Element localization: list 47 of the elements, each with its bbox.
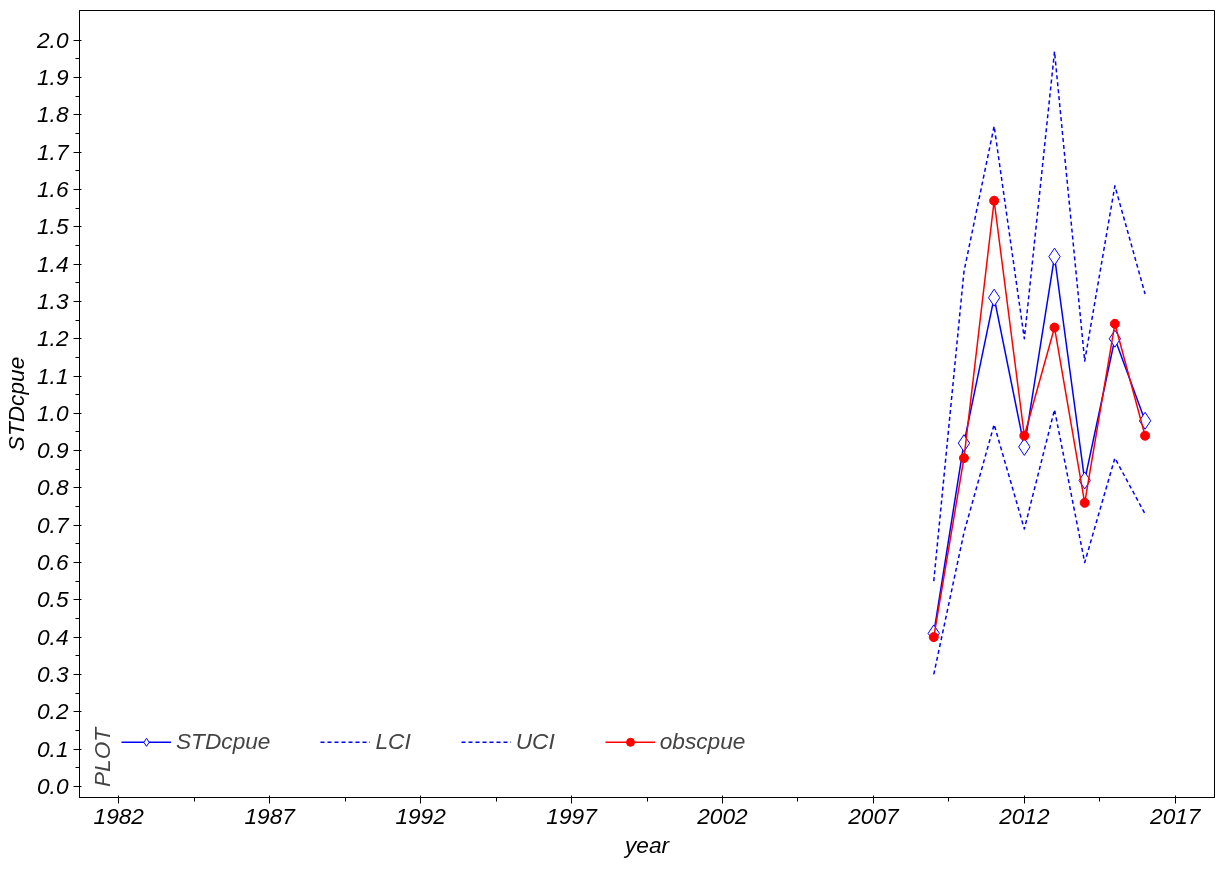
point — [1138, 411, 1152, 430]
y-tick-label: 0.1 — [37, 735, 69, 762]
point — [958, 453, 969, 464]
y-tick-label: 1.3 — [37, 287, 69, 314]
legend-title: PLOT — [89, 727, 116, 787]
y-tick-label: 1.6 — [37, 176, 69, 203]
x-tick-label: 1987 — [244, 802, 297, 829]
x-axis-title: year — [622, 831, 671, 858]
legend-label: obscpue — [659, 727, 746, 755]
y-tick-label: 0.4 — [37, 623, 69, 650]
y-tick-label: 0.0 — [37, 772, 69, 799]
y-tick-label: 0.5 — [37, 586, 69, 613]
y-tick-label: 1.1 — [37, 362, 69, 389]
legend-label: LCI — [375, 727, 411, 755]
y-tick-label: 1.0 — [37, 399, 69, 426]
y-tick-label: 1.4 — [37, 250, 69, 277]
y-tick-label: 1.7 — [37, 138, 70, 165]
x-tick-label: 2002 — [696, 802, 749, 829]
y-tick-label: 0.8 — [37, 474, 69, 501]
y-tick-label: 1.5 — [37, 213, 69, 240]
x-tick-label: 2007 — [847, 802, 900, 829]
y-tick-label: 0.7 — [37, 511, 70, 538]
x-tick-label: 2017 — [1149, 802, 1202, 829]
point — [1140, 430, 1151, 441]
y-tick-label: 2.0 — [36, 26, 69, 53]
y-tick-label: 1.2 — [37, 325, 69, 352]
line-series — [933, 408, 1146, 676]
point — [1079, 497, 1090, 508]
point — [1109, 318, 1120, 329]
y-tick-label: 0.9 — [37, 437, 69, 464]
y-tick-label: 0.2 — [37, 698, 69, 725]
point — [987, 288, 1001, 307]
x-tick-label: 1997 — [546, 802, 599, 829]
legend-label: UCI — [515, 727, 555, 755]
y-tick-label: 1.9 — [37, 64, 69, 91]
line-series — [933, 50, 1146, 582]
y-tick-label: 1.8 — [37, 101, 69, 128]
point — [1049, 322, 1060, 333]
point — [1019, 430, 1030, 441]
legend-label: STDcpue — [176, 727, 271, 755]
x-tick-label: 1992 — [395, 802, 447, 829]
x-tick-label: 1982 — [93, 802, 145, 829]
x-tick-label: 2012 — [998, 802, 1050, 829]
point — [989, 195, 1000, 206]
y-axis-title: STDcpue — [3, 356, 29, 452]
y-tick-label: 0.3 — [37, 660, 69, 687]
y-tick-label: 0.6 — [37, 549, 69, 576]
